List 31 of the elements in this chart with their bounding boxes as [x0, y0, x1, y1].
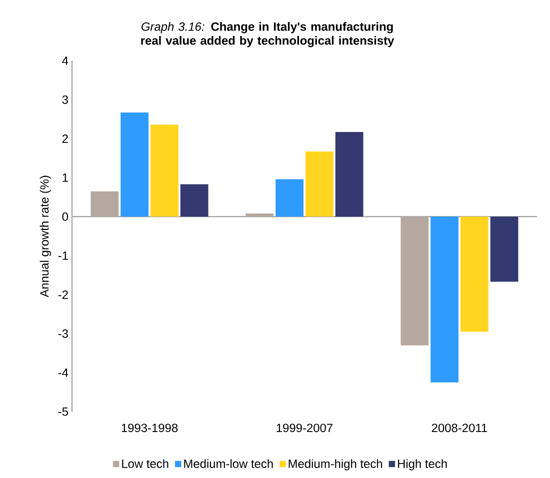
bar: [150, 124, 178, 217]
bar: [305, 152, 334, 217]
x-tick-label: 2008-2011: [432, 424, 488, 432]
bar: [400, 216, 429, 346]
y-tick-label: 0: [62, 212, 68, 222]
y-tick-label: 3: [62, 96, 68, 104]
x-tick-label: 1999-2007: [276, 424, 332, 432]
bar: [276, 179, 304, 217]
y-tick-label: -3: [58, 330, 68, 338]
x-tick-label: 1993-1998: [122, 424, 178, 432]
bar: [460, 216, 488, 332]
bar: [430, 216, 458, 383]
bar: [335, 132, 364, 217]
y-tick-label: -4: [58, 368, 68, 377]
y-axis-title: Annual growth rate (%): [40, 176, 52, 298]
y-tick-label: -2: [58, 290, 68, 299]
legend-label: Medium-high tech: [288, 459, 382, 470]
y-tick-label: 4: [62, 56, 68, 65]
bar: [490, 216, 518, 282]
bar: [120, 112, 149, 217]
bar: [90, 191, 119, 217]
legend-label: Low tech: [122, 459, 168, 468]
legend-label: High tech: [398, 459, 447, 470]
y-tick-label: -1: [58, 252, 68, 260]
chart-title: Graph 3.16: Change in Italy's manufacturing real value added by technological intensisty: [141, 22, 394, 48]
bar: [180, 184, 208, 217]
y-tick-label: 1: [62, 174, 68, 182]
y-tick-label: -5: [58, 408, 68, 416]
legend-label: Medium-low tech: [184, 459, 273, 468]
bar: [246, 214, 274, 217]
y-tick-label: 2: [62, 134, 68, 143]
